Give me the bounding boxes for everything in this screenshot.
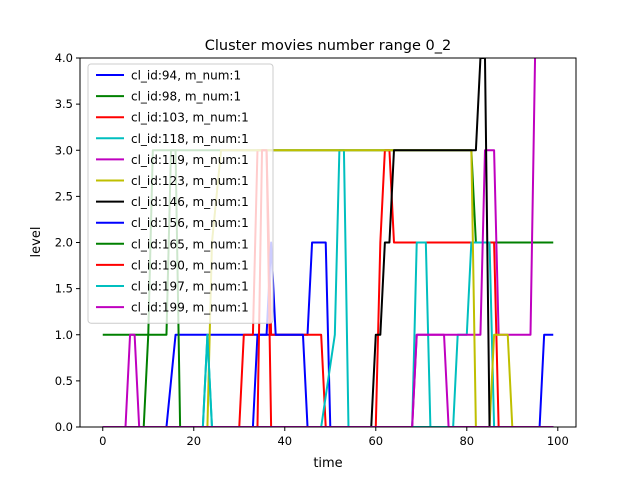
series-line-5 (102, 58, 537, 427)
x-axis-label: time (313, 456, 342, 471)
x-tick-label: 60 (368, 434, 383, 448)
series-line-1 (102, 241, 554, 427)
x-tick-label: 80 (459, 434, 474, 448)
axis-ticks: 0 20 40 60 80 100 0.0 0.5 1.0 1.5 2.0 2.5 3.0 3.5 4.0 (55, 51, 569, 448)
y-tick-label: 3.5 (55, 97, 73, 111)
series-line-12 (102, 333, 554, 427)
series-line-4 (102, 149, 554, 427)
x-tick-label: 40 (277, 434, 292, 448)
legend-label-6: cl_id:123, m_num:1 (131, 174, 249, 188)
legend-label-4: cl_id:118, m_num:1 (131, 132, 249, 146)
chart-title: Cluster movies number range 0_2 (205, 38, 451, 54)
series-line-11 (102, 333, 554, 427)
legend-label-9: cl_id:165, m_num:1 (131, 237, 249, 251)
legend-label-11: cl_id:197, m_num:1 (131, 280, 249, 294)
legend-label-1: cl_id:94, m_num:1 (131, 69, 241, 83)
legend: cl_id:94, m_num:1 cl_id:98, m_num:1 cl_id:… (87, 63, 274, 324)
y-tick-label: 1.5 (55, 282, 73, 296)
legend-label-3: cl_id:103, m_num:1 (131, 111, 249, 125)
legend-label-2: cl_id:98, m_num:1 (131, 90, 241, 104)
x-tick-label: 100 (547, 434, 569, 448)
series-line-3 (102, 149, 554, 427)
legend-label-5: cl_id:119, m_num:1 (131, 153, 249, 167)
y-tick-label: 4.0 (55, 51, 73, 65)
y-tick-label: 0.5 (55, 374, 73, 388)
legend-label-12: cl_id:199, m_num:1 (131, 301, 249, 315)
legend-label-10: cl_id:190, m_num:1 (131, 258, 249, 272)
plot-frame (79, 57, 577, 428)
y-tick-label: 2.0 (55, 236, 73, 250)
x-tick-label: 0 (99, 434, 106, 448)
legend-box (87, 63, 274, 324)
legend-label-7: cl_id:146, m_num:1 (131, 195, 249, 209)
y-tick-label: 0.0 (55, 420, 73, 434)
y-tick-label: 2.5 (55, 189, 73, 203)
y-tick-label: 3.0 (55, 143, 73, 157)
x-tick-label: 20 (186, 434, 201, 448)
y-tick-label: 1.0 (55, 328, 73, 342)
series-line-7 (102, 58, 554, 427)
legend-label-8: cl_id:156, m_num:1 (131, 216, 249, 230)
y-axis-label: level (29, 227, 44, 258)
